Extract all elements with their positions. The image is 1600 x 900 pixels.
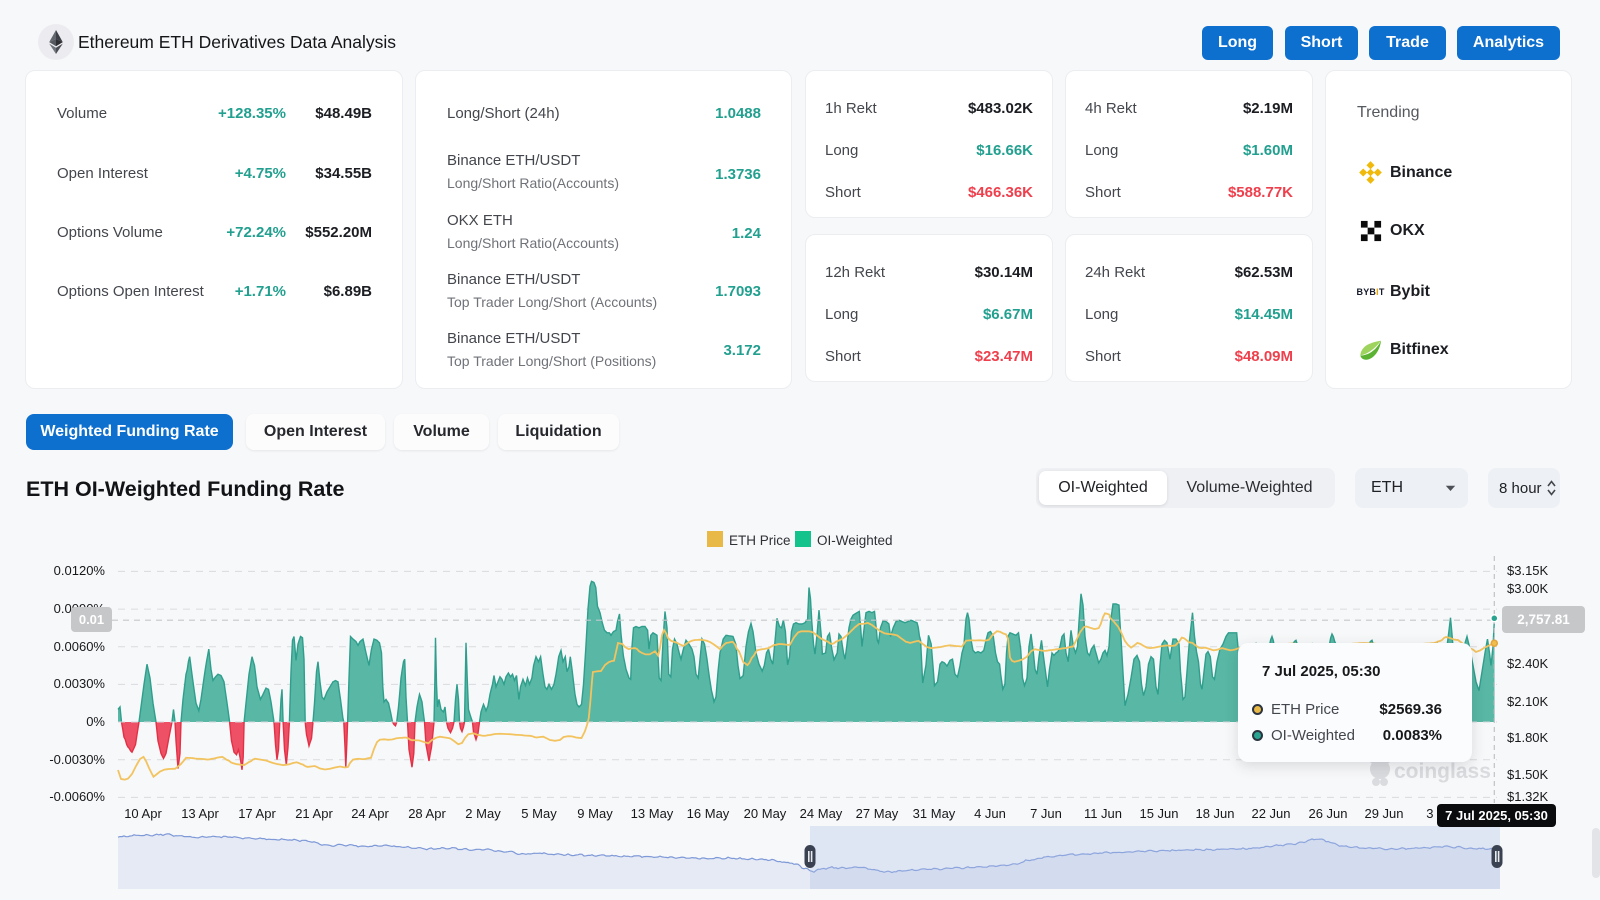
svg-text:coinglass: coinglass: [1394, 760, 1491, 783]
